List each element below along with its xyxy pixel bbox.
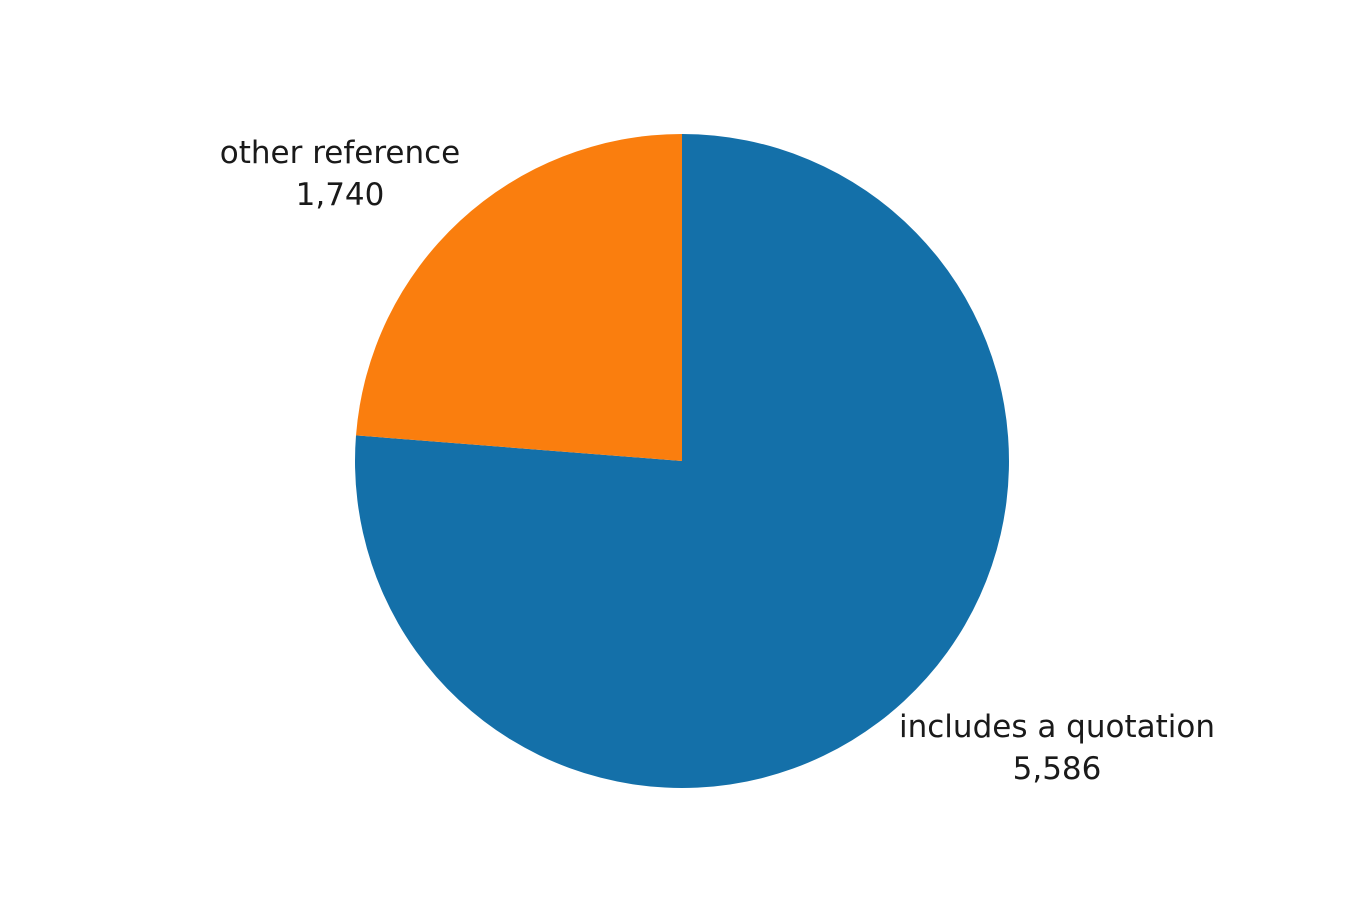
pie-labels: includes a quotation 5,586 other reference… <box>220 135 1215 787</box>
pie-slices <box>355 134 1010 788</box>
slice-label-other-reference: other reference <box>220 135 460 171</box>
slice-value-includes-a-quotation: 5,586 <box>1013 751 1102 787</box>
slice-value-other-reference: 1,740 <box>296 177 385 213</box>
pie-slice-other-reference <box>356 134 682 461</box>
slice-label-includes-a-quotation: includes a quotation <box>899 709 1215 745</box>
